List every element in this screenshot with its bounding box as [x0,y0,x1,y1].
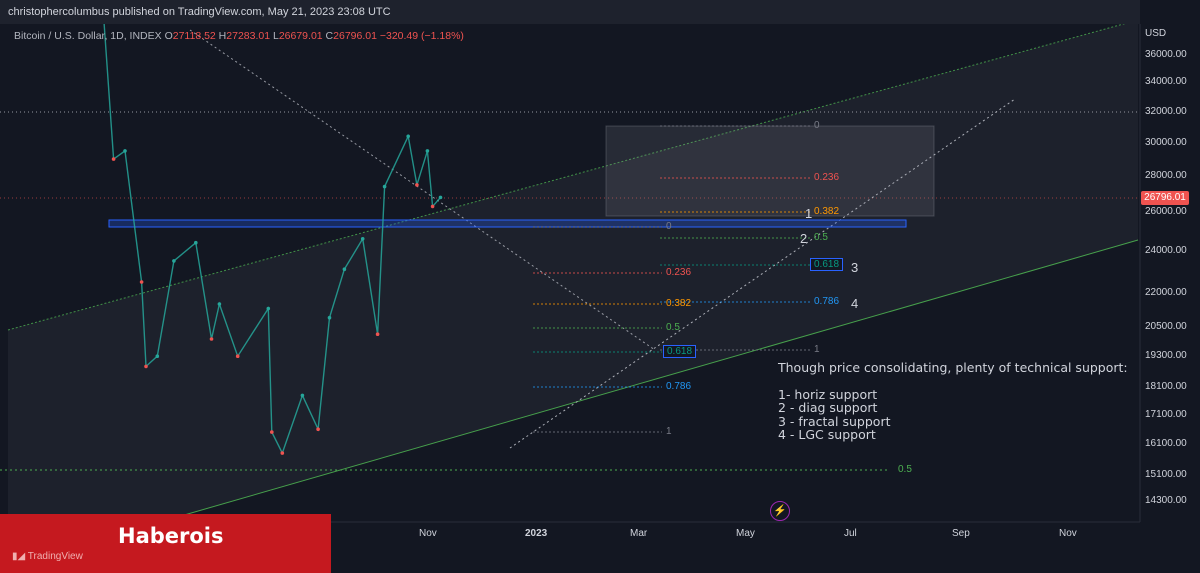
price-tick-label: 28000.00 [1145,170,1187,182]
price-point [194,240,198,245]
time-tick-label: Jul [844,528,857,539]
price-tick-label: 36000.00 [1145,48,1187,60]
price-point [144,364,148,369]
price-tick-label: 24000.00 [1145,244,1187,256]
price-point [406,134,411,139]
price-point [280,451,285,455]
price-point [360,237,365,241]
time-tick-label: May [736,528,755,539]
low-label: L [272,30,279,42]
time-tick-label: Nov [1059,528,1077,539]
price-point [342,267,347,272]
price-tick-label: 22000.00 [1145,286,1187,298]
price-point [209,337,214,341]
price-point [123,149,127,153]
tradingview-logo: ▮◢ TradingView [12,551,83,562]
time-tick-label: 2023 [525,528,548,539]
price-tick-label: 14300.00 [1145,495,1187,507]
logo-icon: ▮◢ [12,551,28,562]
price-tick-label: 15100.00 [1145,468,1187,480]
fib-lower-label-2: 0.382 [666,298,692,309]
channel-fill [8,20,1138,522]
logo-text: TradingView [27,551,83,562]
fib-upper-label-1: 0.236 [814,172,840,183]
high-value: 27283.01 [226,30,271,42]
time-tick-label: Nov [419,528,437,539]
fib-upper-label-3: 0.5 [814,232,828,243]
price-point [155,354,160,359]
open-label: O [164,30,173,42]
open-value: 27118.52 [172,30,216,42]
flash-icon[interactable]: ⚡ [770,501,790,521]
price-point [382,184,387,189]
publish-header: christophercolumbus published on Trading… [0,0,1140,24]
price-point [375,332,380,337]
channel-upper-line [7,19,1139,331]
fib-lower-label-4: 0.618 [663,345,697,358]
fib-upper-label-4: 0.618 [810,258,844,271]
price-tick-label: 17100.00 [1145,408,1187,420]
fib-lower-label-1: 0.236 [666,267,692,278]
fib-upper-label-6: 1 [814,344,820,355]
time-tick-label: Mar [630,528,648,539]
fib-lower-label-3: 0.5 [666,322,680,333]
price-tick-label: 30000.00 [1145,136,1187,148]
price-point [430,204,435,209]
support-number-3: 3 [851,260,859,275]
price-tick-label: 32000.00 [1145,105,1187,117]
price-point [139,280,144,284]
price-tick-label: 20500.00 [1145,321,1187,333]
support-number-1: 1 [805,206,813,221]
symbol-name: Bitcoin / U.S. Dollar, 1D, INDEX [14,30,162,42]
high-label: H [218,30,227,42]
fib-lower-label-6: 1 [666,426,672,437]
price-point [300,393,305,398]
price-tick-label: 26000.00 [1145,206,1187,217]
consolidation-box [605,125,935,217]
price-point [270,430,274,434]
fib-lower-label-0: 0 [666,221,672,232]
price-point [316,427,320,432]
fib-upper-label-2: 0.382 [814,206,840,217]
channel-lower-line [159,239,1139,523]
price-point [172,259,176,263]
author-banner [0,514,331,573]
fib-upper-label-0: 0 [814,120,820,131]
close-value: 26796.01 [333,30,377,42]
publisher-text: christophercolumbus published on Trading… [8,6,391,18]
change-value: −320.49 (−1.18%) [379,30,464,42]
descending-diagonal [189,29,656,351]
price-point [438,195,443,200]
price-point [425,149,430,153]
price-point [327,315,332,320]
fib-upper-label-5: 0.786 [814,296,840,307]
price-point [111,157,116,161]
support-number-4: 4 [851,296,859,311]
diagonal-support-line [509,98,1016,449]
currency-label: USD [1145,28,1167,39]
fib-far-label: 0.5 [898,464,912,475]
price-point [266,306,271,311]
price-tick-label: 18100.00 [1145,381,1187,393]
price-point [415,183,419,187]
horizontal-support-zone [108,219,907,228]
current-price-tag: 26796.01 [1141,191,1189,205]
price-tick-label: 16100.00 [1145,437,1187,449]
support-number-2: 2 [800,231,808,246]
banner-name: Haberois [118,524,224,548]
ohlc-legend: Bitcoin / U.S. Dollar, 1D, INDEX O27118.… [14,30,464,42]
price-point [217,302,222,306]
price-point [235,354,240,359]
price-tick-label: 34000.00 [1145,76,1187,88]
low-value: 26679.01 [278,30,323,42]
time-tick-label: Sep [952,528,970,539]
analysis-note: Though price consolidating, plenty of te… [778,360,1128,443]
close-label: C [325,30,334,42]
price-tick-label: 19300.00 [1145,350,1187,362]
fib-lower-label-5: 0.786 [666,381,692,392]
